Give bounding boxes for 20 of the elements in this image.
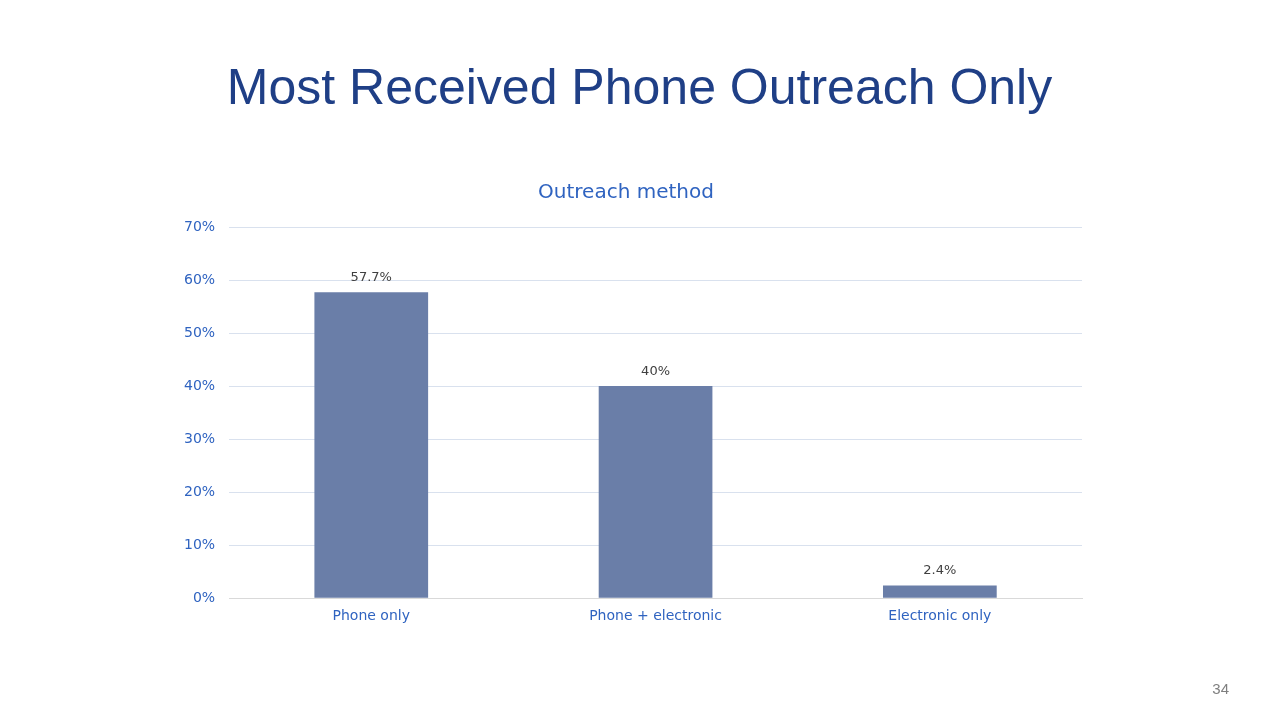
- data-label: 2.4%: [923, 562, 957, 578]
- bar: [882, 585, 997, 598]
- bar: [598, 386, 713, 598]
- chart-subtitle: Outreach method: [538, 179, 714, 204]
- data-label: 57.7%: [350, 269, 392, 285]
- y-tick-label: 10%: [183, 535, 216, 552]
- chart-title: Most Received Phone Outreach Only: [225, 58, 1054, 116]
- y-tick-label: 30%: [183, 429, 216, 446]
- y-tick-label: 70%: [183, 217, 216, 234]
- x-tick-label: Phone + electronic: [589, 607, 722, 624]
- x-tick-label: Electronic only: [888, 607, 992, 624]
- text: 34: [1212, 680, 1229, 697]
- y-tick-label: 60%: [183, 270, 216, 287]
- y-tick-label: 0%: [192, 588, 216, 605]
- y-tick-label: 40%: [183, 376, 216, 393]
- x-tick-label: Phone only: [332, 607, 410, 624]
- bar: [314, 292, 429, 598]
- y-tick-label: 50%: [183, 323, 216, 340]
- y-tick-label: 20%: [183, 482, 216, 499]
- data-label: 40%: [641, 362, 671, 378]
